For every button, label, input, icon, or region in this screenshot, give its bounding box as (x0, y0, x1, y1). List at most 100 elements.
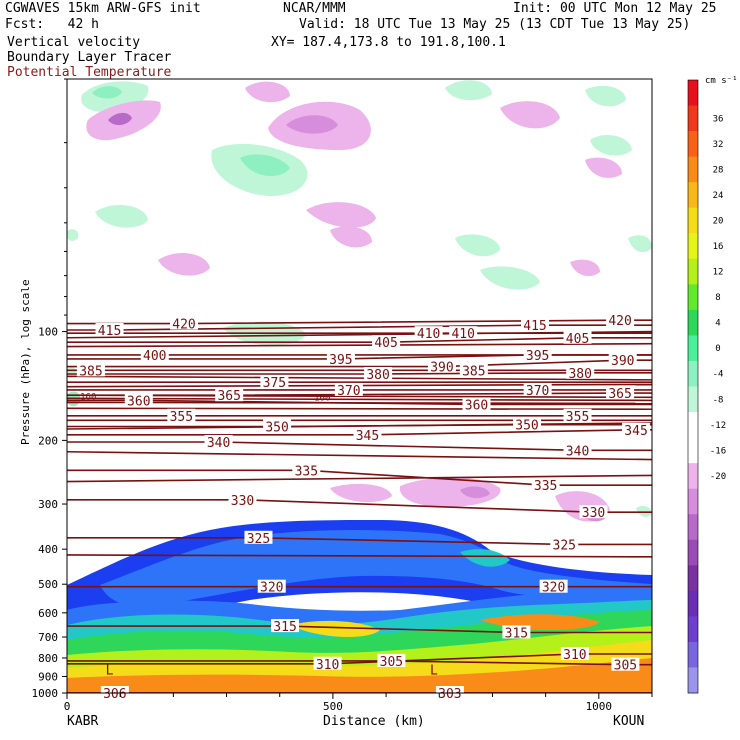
theta-label-bg (523, 382, 552, 396)
x-tick-label: 1000 (586, 700, 613, 713)
theta-label: 320 (260, 581, 283, 596)
plot-frame (66, 78, 653, 694)
theta-label-bg (271, 619, 300, 633)
colorbar: 36 32 28 24 20 16 12 8 4 0 -4 -8 -12 -16 -20 (687, 79, 726, 694)
colorbar-frame (687, 79, 699, 694)
y-tick-label: 900 (38, 670, 58, 683)
isentrope-line (67, 441, 652, 452)
theta-label: 385 (462, 364, 485, 379)
colorbar-label: 16 (713, 242, 724, 252)
theta-label-bg (140, 347, 169, 361)
colorbar-units: cm s⁻¹ (705, 76, 738, 86)
theta-label: 345 (624, 424, 647, 439)
theta-label: 330 (582, 506, 605, 521)
init-time: Init: 00 UTC Mon 12 May 25 (513, 1, 717, 16)
theta-label-bg (539, 579, 568, 593)
colorbar-swatch (688, 539, 698, 566)
theta-label-bg (566, 365, 595, 379)
theta-label-bg (204, 434, 233, 448)
cross-section-endpoints: XY= 187.4,173.8 to 191.8,100.1 (271, 35, 506, 50)
x-end-label: KOUN (613, 714, 644, 729)
isentrope-line (67, 499, 652, 513)
theta-label: 420 (608, 314, 631, 329)
theta-label: 325 (247, 532, 270, 547)
colorbar-swatch (688, 207, 698, 234)
vertical-velocity-shading (67, 80, 652, 522)
theta-label: 310 (563, 648, 586, 663)
theta-label: 325 (553, 538, 576, 553)
theta-label: 305 (614, 659, 637, 674)
model-title: CGWAVES 15km ARW-GFS init (5, 1, 201, 16)
colorbar-swatch (688, 258, 698, 285)
colorbar-swatch (688, 335, 698, 362)
potential-temperature-labels: 420 420 415 415 410 410 405 405 400 395 395 390 390 3… (76, 313, 651, 702)
colorbar-swatch (688, 131, 698, 158)
colorbar-swatch (688, 667, 698, 694)
colorbar-label: 4 (715, 319, 720, 329)
theta-label: 370 (526, 384, 549, 399)
theta-label-bg (606, 386, 635, 400)
theta-label: 400 (143, 349, 166, 364)
theta-label-bg (622, 422, 651, 436)
y-tick-label: 100 (38, 326, 58, 339)
axes: 100 200 300 400 500 600 700 800 900 1000 0 500 1000 (32, 78, 653, 713)
colorbar-swatch (688, 616, 698, 643)
theta-label-bg (124, 393, 153, 407)
isentrope-line (67, 372, 652, 375)
theta-label: 395 (526, 349, 549, 364)
isentrope-line (67, 653, 652, 665)
theta-label-bg (502, 625, 531, 639)
field-potential-temperature: Potential Temperature (7, 65, 172, 80)
isentrope-line (67, 474, 652, 483)
isentrope-line (67, 407, 652, 411)
colorbar-label: -20 (710, 472, 726, 482)
y-tick-label: 500 (38, 578, 58, 591)
theta-label: 350 (515, 419, 538, 434)
low-marker: L (430, 663, 438, 678)
colorbar-swatch (688, 182, 698, 209)
theta-label: 340 (207, 436, 230, 451)
theta-label-bg (513, 417, 542, 431)
theta-small-label: 160 (314, 393, 330, 403)
isentrope-line (67, 394, 652, 399)
colorbar-swatch (688, 284, 698, 311)
theta-label: 380 (366, 368, 389, 383)
isentrope-line (67, 401, 652, 405)
y-tick-label: 300 (38, 498, 58, 511)
org-label: NCAR/MMM (283, 1, 346, 16)
x-tick-label: 0 (64, 700, 71, 713)
theta-label: 360 (465, 398, 488, 413)
colorbar-label: 12 (713, 268, 724, 278)
isentrope-line (67, 330, 652, 339)
colorbar-swatch (688, 233, 698, 260)
theta-label-bg (521, 318, 549, 332)
theta-label-bg (76, 363, 105, 377)
theta-label: 315 (505, 626, 528, 641)
theta-label-bg (334, 382, 363, 396)
isentrope-line (67, 319, 652, 325)
theta-label: 385 (79, 364, 102, 379)
isentrope-line (67, 324, 652, 331)
theta-label-bg (579, 505, 608, 519)
x-axis-title: Distance (km) (323, 714, 425, 729)
theta-label-bg (531, 478, 560, 492)
isentrope-line (67, 337, 652, 343)
theta-label-bg (427, 359, 456, 373)
colorbar-swatch (688, 412, 698, 439)
theta-label-bg (170, 316, 198, 330)
isentrope-line (67, 450, 652, 461)
theta-label-bg (372, 335, 401, 349)
colorbar-swatch (688, 514, 698, 541)
theta-label-bg (257, 579, 286, 593)
colorbar-label: 24 (713, 191, 724, 201)
colorbar-label: -12 (710, 421, 726, 431)
theta-small-label: 160 (80, 392, 96, 402)
colorbar-label: 0 (715, 344, 720, 354)
theta-label: 350 (265, 420, 288, 435)
colorbar-swatch (688, 565, 698, 592)
y-tick-label: 1000 (32, 687, 59, 700)
colorbar-label: 36 (713, 114, 724, 124)
theta-label-bg (228, 492, 257, 506)
colorbar-swatch (688, 386, 698, 413)
